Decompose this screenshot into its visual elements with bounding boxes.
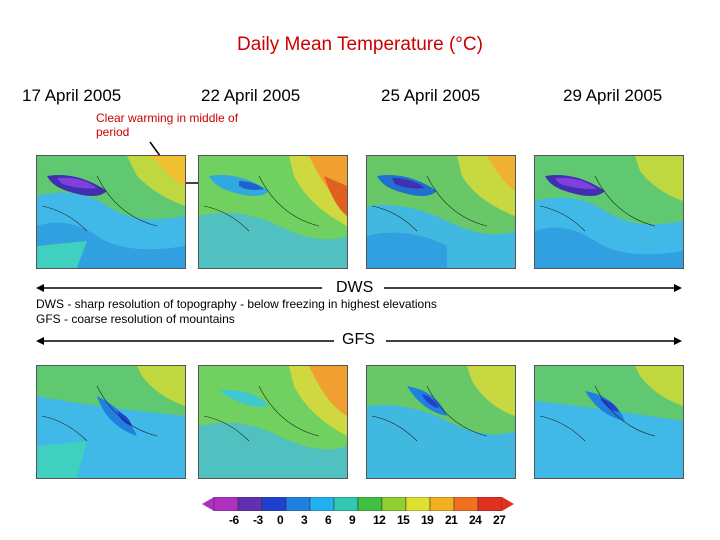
dws-map-25-april: [366, 155, 516, 269]
gfs-map-17-april: [36, 365, 186, 479]
page-title: Daily Mean Temperature (°C): [237, 34, 483, 55]
dws-label: DWS: [336, 279, 374, 296]
dws-map-22-april: [198, 155, 348, 269]
gfs-label: GFS: [342, 331, 375, 348]
colorbar-segment: [453, 497, 479, 511]
colorbar-segment: [213, 497, 239, 511]
gfs-map-29-april: [534, 365, 684, 479]
annotation-note: Clear warming in middle of period: [96, 111, 239, 139]
gfs-map-25-april: [366, 365, 516, 479]
date-label-4: 29 April 2005: [563, 86, 663, 105]
colorbar-tick-label: 27: [493, 513, 506, 527]
colorbar-tick-label: 24: [469, 513, 482, 527]
colorbar-tick-label: 9: [349, 513, 356, 527]
colorbar-tick-label: 6: [325, 513, 332, 527]
colorbar-segment: [357, 497, 383, 511]
colorbar-tick-label: 19: [421, 513, 434, 527]
colorbar-left-arrow: [202, 497, 214, 511]
colorbar-right-arrow: [502, 497, 514, 511]
dws-description: DWS - sharp resolution of topography - b…: [36, 297, 437, 311]
date-label-2: 22 April 2005: [201, 86, 301, 105]
colorbar-segment: [381, 497, 407, 511]
colorbar-segment: [429, 497, 455, 511]
resolution-description: DWS - sharp resolution of topography - b…: [36, 297, 437, 327]
gfs-description: GFS - coarse resolution of mountains: [36, 312, 235, 326]
colorbar-tick-label: 15: [397, 513, 410, 527]
colorbar-segment: [405, 497, 431, 511]
date-label-3: 25 April 2005: [381, 86, 481, 105]
colorbar-tick-label: -3: [253, 513, 263, 527]
dws-map-29-april: [534, 155, 684, 269]
colorbar-tick-label: 12: [373, 513, 386, 527]
colorbar-segment: [309, 497, 335, 511]
colorbar-tick-label: 0: [277, 513, 284, 527]
gfs-map-22-april: [198, 365, 348, 479]
dws-map-17-april: [36, 155, 186, 269]
date-label-1: 17 April 2005: [22, 86, 122, 105]
colorbar-tick-label: 3: [301, 513, 308, 527]
colorbar-tick-label: 21: [445, 513, 458, 527]
colorbar-segment: [261, 497, 287, 511]
colorbar-segment: [477, 497, 503, 511]
colorbar-segment: [237, 497, 263, 511]
colorbar-segment: [285, 497, 311, 511]
colorbar-tick-label: -6: [229, 513, 239, 527]
colorbar-segment: [333, 497, 359, 511]
temperature-colorbar: [202, 497, 514, 511]
